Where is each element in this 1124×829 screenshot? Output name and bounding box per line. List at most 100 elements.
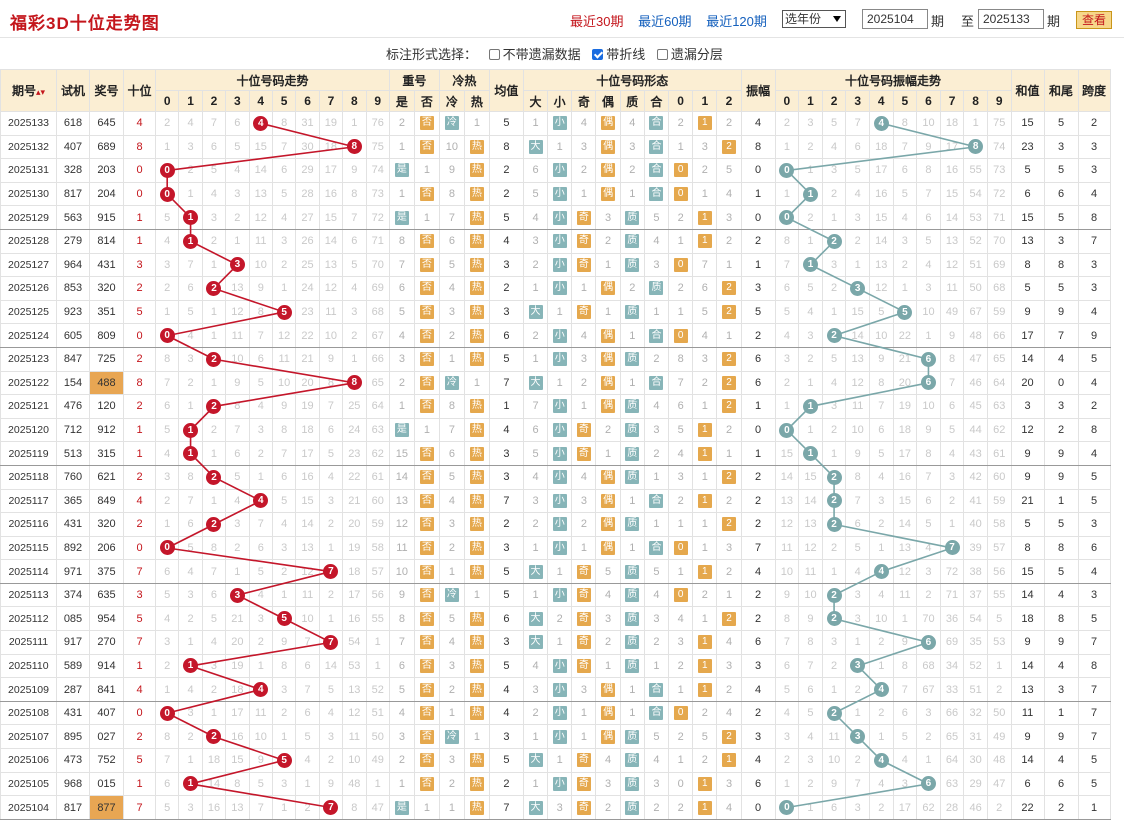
form-cell: 4 <box>595 582 621 608</box>
span-cell: 5 <box>1077 771 1111 797</box>
checkbox-polyline[interactable] <box>592 49 604 60</box>
amp-trend-cell: 2 <box>821 512 847 537</box>
trend-cell: 72 <box>365 205 390 230</box>
trend-cell: 1 <box>178 771 203 797</box>
trend-cell: 9 <box>271 394 297 419</box>
form-cell: 1 <box>692 677 718 702</box>
to-period-input[interactable]: 2025133 <box>978 9 1044 29</box>
amp-trend-cell: 2 <box>892 252 918 278</box>
trend-cell: 5 <box>295 724 320 750</box>
trend-cell: 1 <box>225 228 250 254</box>
repeat-tag: 否 <box>419 611 434 626</box>
amp-trend-cell: 2 <box>868 512 894 537</box>
subheader-digit: 2 <box>201 90 227 112</box>
checkbox-no-omission[interactable] <box>488 49 500 60</box>
amp-trend-cell: 44 <box>963 417 988 443</box>
period-cell: 2025105 <box>0 771 57 797</box>
trend-ball: 0 <box>159 328 175 344</box>
trend-cell: 10 <box>342 748 367 773</box>
year-select[interactable]: 选年份 <box>782 10 846 28</box>
trend-cell: 1 <box>178 394 203 419</box>
header-period[interactable]: 期号▴▾ <box>0 69 57 112</box>
trend-cell: 1 <box>248 464 273 490</box>
trend-cell: 5 <box>178 299 203 325</box>
amp-trend-cell: 1 <box>774 181 800 207</box>
form-cell: 质 <box>619 205 645 230</box>
amp-trend-cell: 8 <box>798 630 823 655</box>
amp-trend-cell: 3 <box>845 606 870 632</box>
hotcold-cell: 热 <box>463 394 490 419</box>
form-cell: 4 <box>692 323 718 348</box>
amp-trend-cell: 3 <box>845 205 870 230</box>
repeat-cell: 否 <box>413 653 440 679</box>
average-cell: 5 <box>488 111 524 136</box>
amp-trend-cell: 46 <box>963 795 988 820</box>
form-cell: 0 <box>668 771 694 797</box>
form-tag: 偶 <box>601 399 616 414</box>
average-cell: 7 <box>488 795 524 820</box>
tens-digit-cell: 7 <box>123 795 156 820</box>
trend-cell: 16 <box>225 724 250 750</box>
trend-cell: 4 <box>201 181 227 207</box>
link-recent-60[interactable]: 最近60期 <box>638 14 692 29</box>
hotcold-cell: 热 <box>463 535 490 561</box>
form-tag: 2 <box>722 517 736 532</box>
amp-trend-cell: 58 <box>986 512 1012 537</box>
trend-cell: 5 <box>154 795 180 820</box>
amp-trend-cell: 5 <box>892 724 918 750</box>
form-cell: 1 <box>716 323 742 348</box>
hotcold-cell: 冷 <box>438 111 465 136</box>
test-number-cell: 328 <box>56 158 90 183</box>
trend-cell: 18 <box>342 559 367 584</box>
query-button[interactable]: 查看 <box>1076 11 1112 29</box>
form-tag: 1 <box>697 800 712 815</box>
period-cell: 2025126 <box>0 276 57 301</box>
average-cell: 2 <box>488 181 524 207</box>
trend-cell: 2 <box>271 700 297 726</box>
sum-tail-cell: 9 <box>1043 299 1079 325</box>
amp-trend-cell: 13 <box>774 488 800 514</box>
amp-trend-cell: 52 <box>963 228 988 254</box>
form-cell: 4 <box>668 441 694 466</box>
repeat-cell: 1 <box>413 417 440 443</box>
trend-cell: 12 <box>318 276 344 301</box>
table-row: 2025133 618 645 4 2 4 7 6 4 8 31 19 1 76 2 否冷 1 5 1 小 4 偶 4 合 2 1… <box>0 111 1111 136</box>
amp-trend-cell: 2 <box>916 582 941 608</box>
amplitude-cell: 2 <box>740 700 776 726</box>
amp-trend-cell: 12 <box>798 535 823 561</box>
trend-cell: 4 <box>271 512 297 537</box>
form-cell: 合 <box>643 181 670 207</box>
form-tag: 0 <box>673 706 688 721</box>
table-row: 2025117 365 849 4 2 7 1 4 4 5 15 3 21 60 13 否 4 热 7 3 小 3 偶 1 合 2… <box>0 488 1111 514</box>
subheader-hotcold: 热 <box>463 90 490 112</box>
trend-cell: 3 <box>248 606 273 632</box>
test-number-cell: 618 <box>56 111 90 136</box>
tens-digit-cell: 2 <box>123 724 156 750</box>
checkbox-omission-layer[interactable] <box>656 49 668 60</box>
form-cell: 3 <box>643 252 670 278</box>
trend-cell: 1 <box>342 111 367 136</box>
repeat-tag: 否 <box>419 729 434 744</box>
trend-cell: 2 <box>271 559 297 584</box>
form-tag: 1 <box>722 753 736 768</box>
trend-cell: 2 <box>201 677 227 702</box>
test-number-cell: 968 <box>56 771 90 797</box>
link-recent-120[interactable]: 最近120期 <box>706 14 767 29</box>
prize-number-cell: 689 <box>89 134 124 160</box>
amp-trend-cell: 6 <box>774 653 800 679</box>
repeat-cell: 否 <box>413 370 440 396</box>
table-row: 2025124 605 809 0 0 4 1 11 7 12 22 10 2 67 4 否 2 热 6 2 小 4 偶 1 合… <box>0 323 1111 348</box>
form-cell: 1 <box>692 464 718 490</box>
link-recent-30[interactable]: 最近30期 <box>570 14 624 29</box>
form-cell: 奇 <box>571 582 597 608</box>
span-cell: 7 <box>1077 677 1111 702</box>
form-cell: 4 <box>522 464 549 490</box>
amp-trend-cell: 74 <box>986 134 1012 160</box>
form-cell: 4 <box>643 394 670 419</box>
table-row: 2025109 287 841 4 1 4 2 18 4 3 7 5 13 52 5 否 2 热 4 3 小 3 偶 1 合 1 1… <box>0 677 1111 702</box>
from-period-input[interactable]: 2025104 <box>862 9 928 29</box>
form-cell: 1 <box>571 700 597 726</box>
amplitude-cell: 1 <box>740 181 776 207</box>
amp-trend-cell: 67 <box>916 677 941 702</box>
repeat-cell: 否 <box>413 724 440 750</box>
